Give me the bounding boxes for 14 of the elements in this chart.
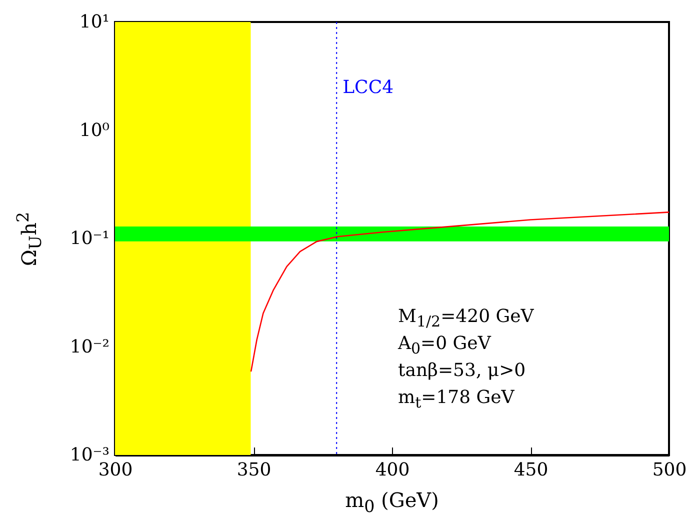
y-tick-label: 10⁻¹ [70,228,110,249]
x-tick-label: 450 [514,460,548,480]
x-tick-label: 350 [236,460,272,480]
annotation: tanβ=53, μ>0 [398,360,526,381]
y-tick-label: 10⁻² [70,336,110,358]
x-tick-label: 500 [652,460,687,480]
x-tick-label: 400 [375,460,410,480]
ref-line-label: LCC4 [342,77,394,98]
annotation: m$_{t}$=178 GeV [398,387,514,412]
x-axis-title: m$_{0}$ (GeV) [345,488,439,515]
y-tick-label: 10⁰ [79,120,110,141]
y-tick-label: 10¹ [79,12,110,32]
annotation: A$_{0}$=0 GeV [398,333,491,358]
annotation: M$_{1/2}$=420 GeV [398,306,534,331]
